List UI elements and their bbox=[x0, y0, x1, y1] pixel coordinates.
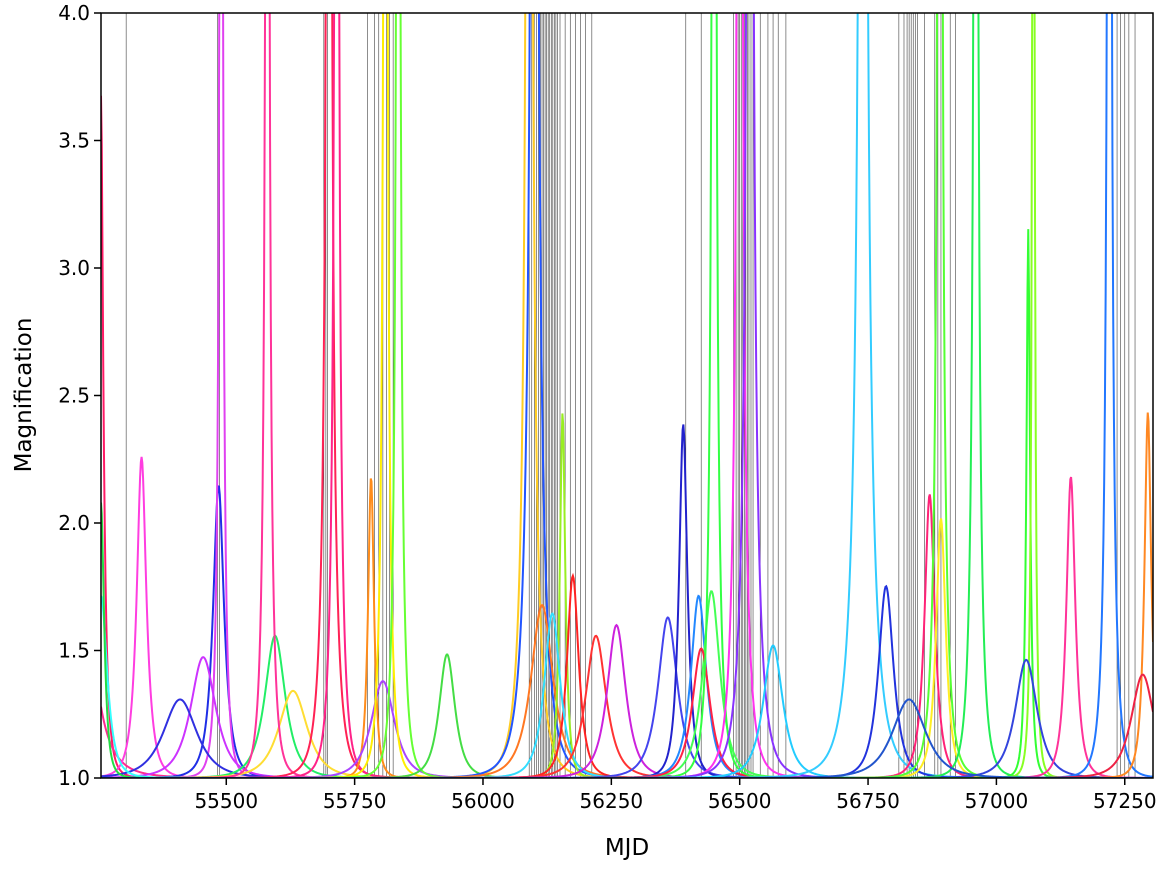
series-10 bbox=[101, 13, 1153, 778]
y-tick-label-1: 1.5 bbox=[58, 639, 90, 663]
y-tick-label-0: 1.0 bbox=[58, 766, 90, 790]
series-24 bbox=[101, 623, 1153, 778]
series-25 bbox=[101, 616, 1153, 778]
x-tick-label-7: 57250 bbox=[1093, 789, 1157, 813]
x-tick-label-1: 55750 bbox=[323, 789, 387, 813]
plot-background bbox=[101, 13, 1153, 778]
x-axis: 55500 55750 56000 56250 56500 56750 57000 57250 bbox=[194, 778, 1157, 813]
y-tick-label-2: 2.0 bbox=[58, 511, 90, 535]
x-tick-label-6: 57000 bbox=[965, 789, 1029, 813]
series-8 bbox=[101, 689, 1153, 778]
series-23 bbox=[101, 634, 1153, 778]
x-tick-label-5: 56750 bbox=[836, 789, 900, 813]
x-tick-label-4: 56500 bbox=[708, 789, 772, 813]
y-tick-label-6: 4.0 bbox=[58, 1, 90, 25]
x-tick-label-3: 56250 bbox=[580, 789, 644, 813]
x-tick-label-0: 55500 bbox=[194, 789, 258, 813]
y-tick-label-4: 3.0 bbox=[58, 256, 90, 280]
y-axis-label: Magnification bbox=[11, 318, 37, 473]
y-axis: 1.0 1.5 2.0 2.5 3.0 3.5 4.0 bbox=[58, 1, 101, 790]
series-7 bbox=[101, 634, 1153, 778]
x-tick-label-2: 56000 bbox=[451, 789, 515, 813]
series-9 bbox=[101, 13, 1153, 778]
y-tick-label-3: 2.5 bbox=[58, 384, 90, 408]
y-tick-label-5: 3.5 bbox=[58, 129, 90, 153]
x-axis-label: MJD bbox=[605, 835, 649, 861]
